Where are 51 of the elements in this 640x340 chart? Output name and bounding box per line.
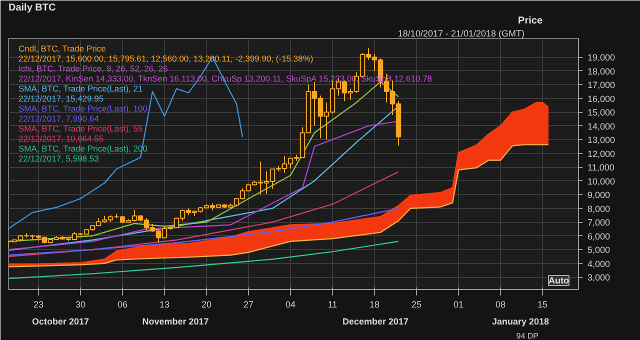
annotation: 22/12/2017, 10,664.55	[18, 134, 104, 144]
x-tick-label: 01	[453, 300, 464, 310]
y-axis-title: Price	[518, 16, 543, 26]
y-tick-label: 12,000	[588, 148, 616, 159]
y-tick-label: 8,000	[588, 204, 610, 214]
text: November 2017	[142, 316, 209, 326]
chart-subtitle: 18/10/2017 - 21/01/2018 (GMT)	[398, 28, 525, 38]
y-tick-label: 9,000	[588, 190, 610, 200]
annotation: 22/12/2017, 7,990.64	[18, 114, 100, 124]
y-tick-label: 19,000	[588, 52, 616, 63]
annotation: Cndl, BTC, Trade Price	[18, 44, 106, 54]
y-tick-label: 11,000	[588, 162, 614, 173]
x-tick-label: 23	[33, 300, 44, 310]
y-tick-label: 4,000	[588, 258, 610, 269]
line-series	[8, 240, 400, 280]
y-tick-label: 13,000	[588, 135, 616, 146]
y-tick-label: 3,000	[588, 272, 610, 283]
chart-title: Daily BTC	[8, 2, 56, 14]
line-series	[8, 144, 550, 268]
x-tick-label: 18	[369, 300, 380, 310]
x-tick-label: 04	[285, 300, 296, 310]
x-tick-label: 27	[243, 300, 254, 310]
y-tick-label: 7,000	[588, 218, 610, 228]
x-tick-label: 11	[328, 300, 338, 310]
annotation: 22/12/2017, 15,429.95	[18, 94, 104, 104]
x-tick-label: 13	[159, 300, 170, 310]
y-tick-label: 6,000	[588, 231, 610, 242]
y-tick-label: 17,000	[588, 80, 616, 90]
annotation: 22/12/2017, 5,598.53	[18, 154, 100, 164]
x-tick-label: 15	[537, 300, 548, 310]
y-tick-label: 18,000	[588, 66, 616, 76]
line-series	[8, 171, 400, 258]
text: January 2018	[492, 316, 550, 326]
annotation: SMA, BTC, Trade Price(Last), 55	[18, 124, 144, 134]
y-tick-label: 10,000	[588, 176, 616, 186]
x-tick-label: 25	[411, 300, 422, 310]
y-tick-label: 14,000	[588, 121, 616, 132]
annotation: SMA, BTC, Trade Price(Last), 100	[18, 104, 148, 114]
text: 94 DP	[516, 332, 538, 340]
text: October 2017	[32, 316, 90, 326]
annotation: Ichi, BTC, Trade Price, 9, 26, 52, 26, 26	[18, 64, 168, 74]
annotation: SMA, BTC, Trade Price(Last), 21	[18, 84, 144, 94]
y-tick-label: 15,000	[588, 108, 616, 118]
text: December 2017	[342, 316, 409, 326]
y-tick-label: 5,000	[588, 245, 610, 256]
x-tick-label: 08	[495, 300, 506, 310]
x-tick-label: 30	[75, 300, 86, 310]
x-tick-label: 06	[117, 300, 128, 310]
x-tick-label: 20	[201, 300, 212, 310]
y-tick-label: 16,000	[588, 94, 616, 104]
line-series	[8, 208, 400, 256]
